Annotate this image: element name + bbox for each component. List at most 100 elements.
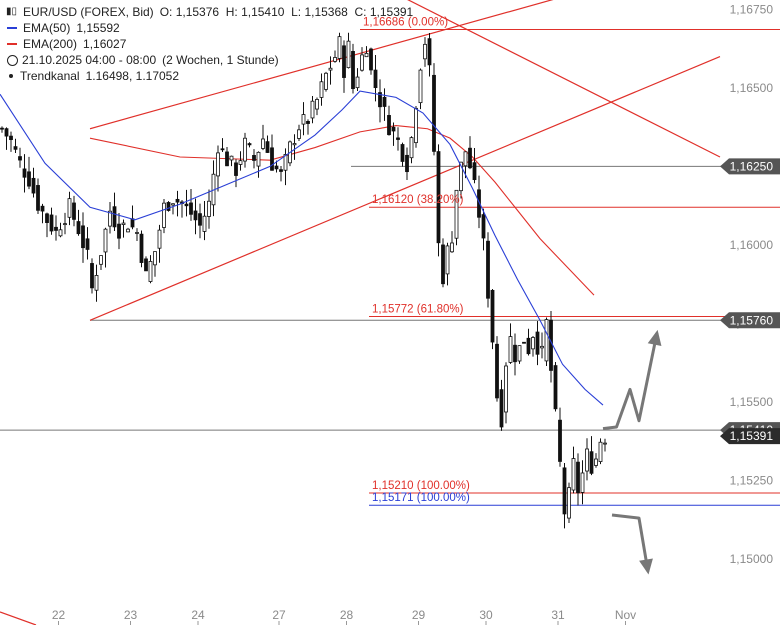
candle-body [477,189,481,218]
candle-body [261,138,265,149]
candle-body [418,69,423,104]
candle-body [175,198,180,203]
candle-body [99,255,103,265]
candle-body [504,365,508,413]
x-tick-label: 30 [479,608,493,622]
ema50-line [0,90,604,406]
candle-body [144,258,148,272]
legend-ema50-row[interactable]: EMA(50) 1,15592 [6,20,413,36]
legend-symbol: EUR/USD (FOREX, Bid) [23,5,154,19]
candle-body [31,177,36,194]
trend-line [407,0,721,158]
candle-body [4,128,9,137]
candle-body [76,221,81,235]
candle-body [346,40,351,69]
candle-body [598,441,603,462]
candle-body [94,275,99,291]
legend-ema50-value: 1,15592 [76,21,120,35]
candle-body [391,126,396,132]
candle-body [265,141,270,153]
x-tick-label: 28 [340,608,354,622]
candle-body [571,458,576,491]
candle-body [409,137,414,159]
candle-body [423,43,427,60]
candle-body [364,52,369,58]
candle-body [54,226,58,231]
price-tag-label: 1,15760 [730,313,774,327]
x-tick-label: 29 [412,608,426,622]
candle-body [328,67,333,71]
legend-channel-row[interactable]: Trendkanal 1.16498, 1.17052 [6,68,413,84]
level-labels: 1,16686 (0.00%) 1,16120 (38.20%) 1,15772 (… [363,17,470,505]
x-tick-label: Nov [615,608,636,622]
candle-body [499,389,504,428]
candle-body [535,331,540,355]
candle-body [297,129,301,139]
candle-body [459,161,463,192]
candle-body [139,233,144,263]
candle-body [9,135,13,141]
candle-body [13,146,18,150]
candle-body [202,215,207,232]
candle-body [508,336,513,363]
candle-body [36,185,40,211]
candle-body [234,162,238,176]
candle-body [130,218,135,228]
candle-body [333,57,337,62]
level-label: 1,15772 (61.80%) [372,304,464,316]
scenario-arrows [602,329,662,575]
candle-body [0,127,4,130]
candle-body [544,319,549,362]
candle-body [292,143,297,146]
candle-body [40,205,45,212]
candle-body [553,365,558,410]
clock-icon [7,55,18,66]
candle-body [274,165,279,170]
candle-body [301,114,306,125]
level-label: 1,16120 (38.20%) [372,194,464,206]
candle-body [576,461,580,494]
candle-body [90,263,94,289]
candle-body [427,38,432,66]
candle-body [229,155,234,161]
candle-body [436,151,441,244]
legend-channel-value: 1.16498, 1.17052 [85,69,180,83]
candle-body [324,72,328,90]
x-tick-label: 31 [551,608,565,622]
candle-body [549,319,553,371]
candlestick-icon: ▮▯ [6,6,18,17]
legend-ema200-row[interactable]: EMA(200) 1,16027 [6,36,413,52]
candle-body [540,345,544,349]
candle-body [472,162,477,181]
candle-body [126,228,130,233]
candle-body [220,148,225,151]
candle-body [319,81,324,98]
price-tag [720,312,780,329]
candle-body [157,229,162,249]
price-tag-label: 1,16250 [730,159,774,173]
candle-body [193,210,198,221]
candle-body [103,228,108,253]
candle-body [45,213,49,223]
candle-body [270,147,274,171]
trend-lines [0,0,721,625]
candle-body [63,223,67,226]
candle-body [531,337,535,350]
candle-body [306,120,310,124]
candle-body [72,202,76,220]
ema50-line-icon [6,22,18,34]
candle-body [513,344,517,363]
candle-body [22,168,27,178]
candle-body [562,467,567,515]
level-label: 1,15171 (100.00%) [372,492,470,504]
candle-body [148,261,153,282]
candle-body [490,289,495,343]
candle-body [387,115,391,136]
candle-body [256,151,261,167]
candle-body [18,156,22,161]
candle-body [580,472,585,493]
y-tick-label: 1,15250 [730,473,774,487]
candle-body [315,99,319,110]
